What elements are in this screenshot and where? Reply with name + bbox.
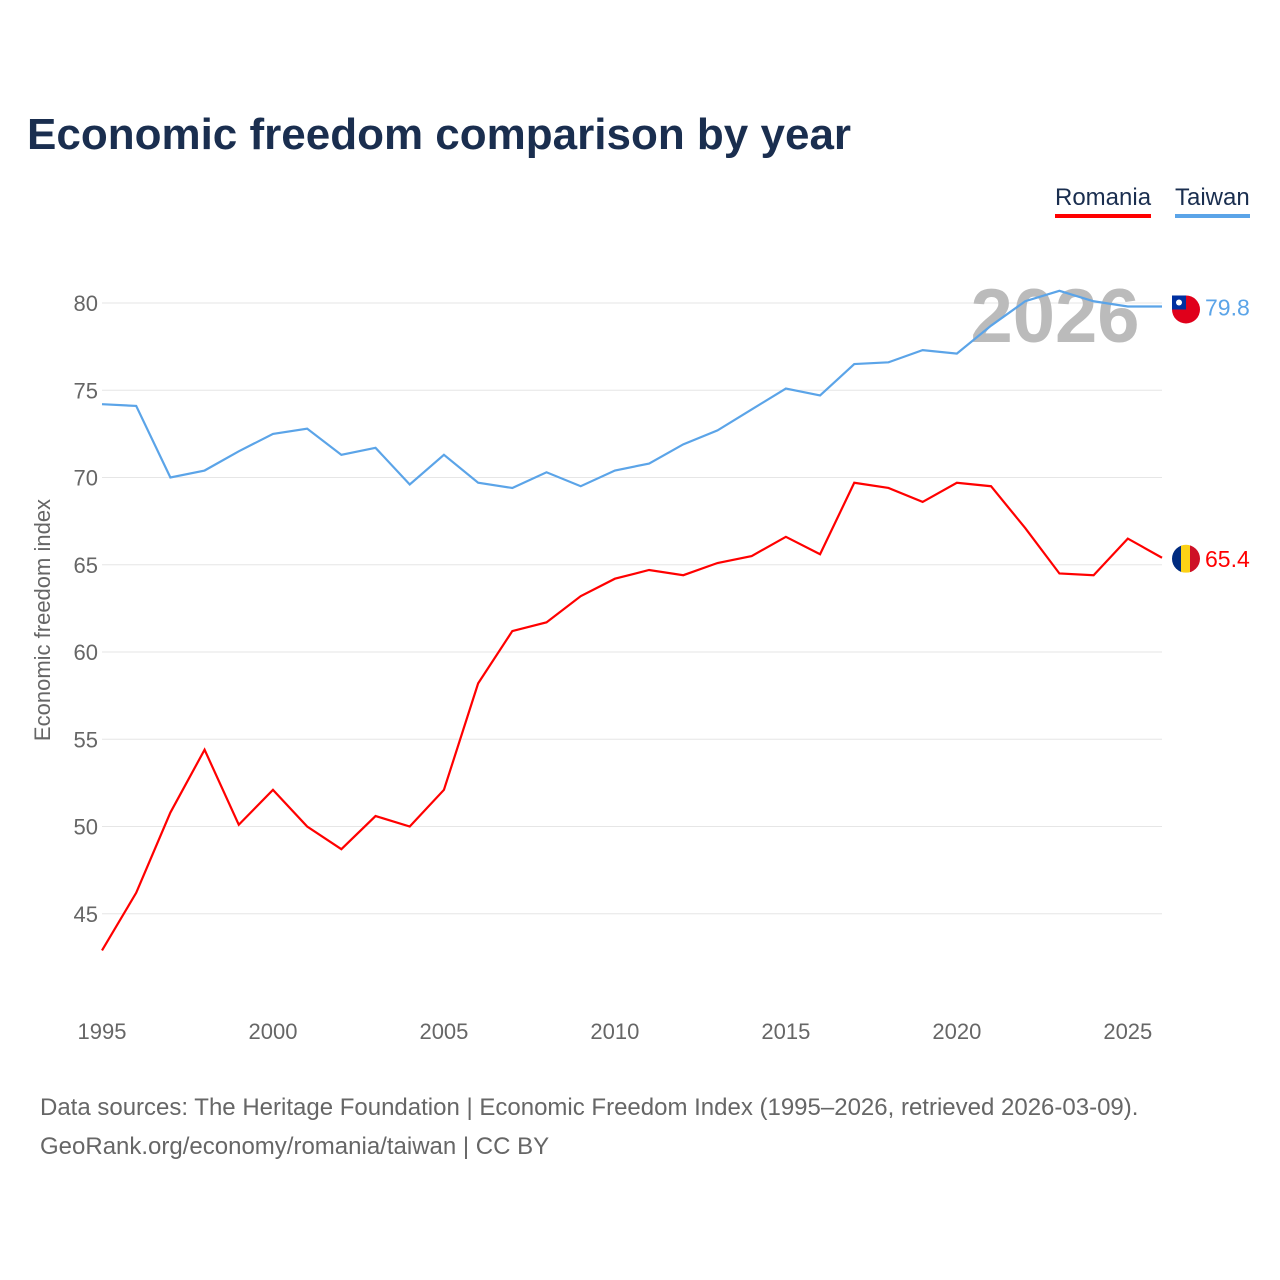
series-line-taiwan (101, 289, 1162, 490)
year-watermark: 2026 (970, 274, 1139, 359)
y-tick-label: 55 (74, 727, 98, 752)
chart-title: Economic freedom comparison by year (27, 110, 852, 159)
x-tick-label: 1995 (78, 1019, 127, 1044)
romania-flag-blue (1172, 544, 1182, 573)
end-label-romania: 65.4 (1205, 546, 1250, 572)
y-axis-label: Economic freedom index (30, 499, 55, 741)
source-note: Data sources: The Heritage Foundation | … (40, 1088, 1138, 1166)
legend-taiwan[interactable]: Taiwan (1175, 184, 1250, 218)
x-tick-label: 2005 (419, 1019, 468, 1044)
series-line-romania (101, 481, 1163, 951)
source-line-2[interactable]: GeoRank.org/economy/romania/taiwan | CC … (40, 1133, 550, 1160)
x-tick-label: 2015 (761, 1019, 810, 1044)
y-tick-label: 45 (74, 902, 98, 927)
x-tick-label: 2020 (932, 1019, 981, 1044)
end-label-taiwan: 79.8 (1205, 294, 1250, 320)
romania-flag-yellow (1181, 544, 1191, 573)
y-tick-label: 75 (74, 378, 98, 403)
y-tick-label: 60 (74, 640, 98, 665)
legend-romania[interactable]: Romania (1055, 184, 1152, 218)
y-tick-label: 80 (74, 291, 98, 316)
y-tick-label: 50 (74, 815, 98, 840)
y-tick-label: 70 (74, 466, 98, 491)
x-tick-label: 2010 (590, 1019, 639, 1044)
source-line-1: Data sources: The Heritage Foundation | … (40, 1094, 1139, 1121)
x-tick-label: 2025 (1103, 1019, 1152, 1044)
x-tick-label: 2000 (248, 1019, 297, 1044)
romania-flag-red (1190, 544, 1200, 573)
y-tick-label: 65 (74, 553, 98, 578)
taiwan-flag-sun (1176, 299, 1182, 306)
